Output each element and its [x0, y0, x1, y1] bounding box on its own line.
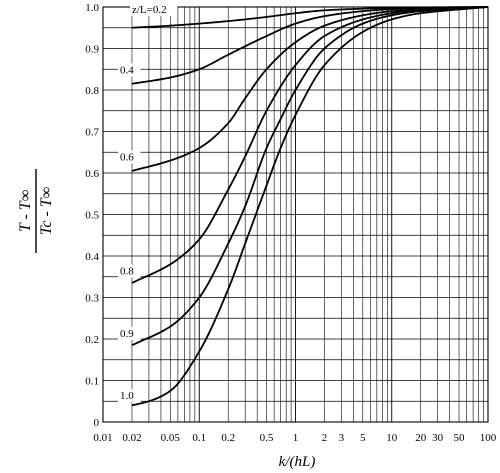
- curves: [131, 6, 489, 407]
- curve-label-bg: [129, 3, 178, 17]
- y-tick-label: 0.9: [85, 44, 99, 56]
- curve-label-4: 0.9: [120, 328, 134, 340]
- curve-label-3: 0.8: [120, 266, 134, 278]
- x-tick-label: 5: [360, 432, 366, 444]
- y-tick-label: 0.2: [85, 334, 99, 346]
- series-line-5: [131, 6, 489, 407]
- x-tick-label: 0.2: [221, 432, 235, 444]
- curve-label-bg: [117, 326, 141, 340]
- y-tick-labels: 0 0.1 0.2 0.3 0.4 0.5 0.6 0.7 0.8 0.9 1.0: [85, 2, 99, 429]
- curve-label-5: 1.0: [120, 390, 134, 402]
- curve-label-1: 0.4: [120, 64, 134, 76]
- x-tick-label: 2: [322, 432, 328, 444]
- y-tick-label: 0.7: [85, 127, 99, 139]
- x-tick-label: 0.01: [93, 432, 112, 444]
- curve-label-0: z/L=0.2: [132, 4, 167, 16]
- y-tick-label: 0.5: [85, 210, 99, 222]
- y-tick-label: 0: [94, 417, 100, 429]
- x-tick-label: 3: [339, 432, 345, 444]
- x-tick-label: 1: [293, 432, 299, 444]
- curve-label-bg: [117, 63, 141, 77]
- curve-label-bg: [117, 150, 141, 164]
- curve-labels: z/L=0.2 0.4 0.6 0.8 0.9 1.0: [117, 3, 178, 403]
- y-tick-label: 0.1: [85, 376, 99, 388]
- chart-grid: [102, 6, 488, 423]
- y-tick-label: 0.3: [85, 293, 99, 305]
- y-axis-label-denominator: Tc - T∞: [38, 187, 55, 235]
- x-tick-label: 0.1: [192, 432, 206, 444]
- series-line-1: [131, 6, 489, 85]
- curve-label-bg: [117, 389, 141, 403]
- x-tick-labels: 0.01 0.02 0.05 0.1 0.2 0.5 1 2 3 5 10 20 30 50 100: [93, 432, 496, 444]
- y-tick-label: 0.4: [85, 251, 99, 263]
- curve-label-2: 0.6: [120, 152, 134, 164]
- x-tick-label: 30: [432, 432, 444, 444]
- x-axis-label: k/(hL): [279, 454, 316, 470]
- y-axis-label: T - T∞ Tc - T∞: [17, 169, 55, 253]
- series-line-4: [131, 6, 489, 347]
- y-axis-label-numerator: T - T∞: [17, 190, 34, 232]
- y-tick-label: 1.0: [85, 2, 99, 14]
- x-tick-label: 0.05: [161, 432, 181, 444]
- curve-label-bg: [117, 264, 141, 278]
- plot-frame: [102, 6, 489, 423]
- x-tick-label: 100: [480, 432, 497, 444]
- y-tick-label: 0.6: [85, 168, 99, 180]
- plot-border: [102, 6, 489, 423]
- x-tick-label: 0.5: [260, 432, 274, 444]
- x-tick-label: 10: [386, 432, 398, 444]
- series-line-3: [131, 6, 489, 284]
- y-tick-label: 0.8: [85, 85, 99, 97]
- x-tick-label: 20: [415, 432, 427, 444]
- x-tick-label: 0.02: [122, 432, 141, 444]
- x-tick-label: 50: [454, 432, 466, 444]
